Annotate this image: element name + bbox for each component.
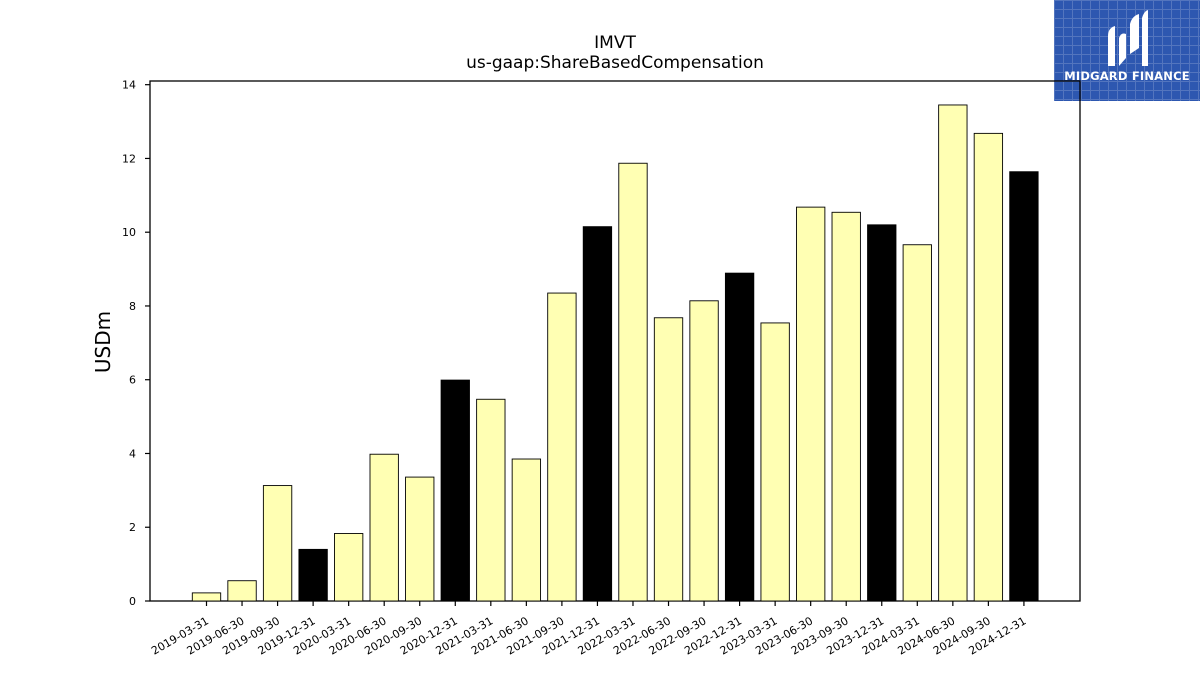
bar <box>902 244 932 602</box>
y-tick-label: 12 <box>122 152 136 165</box>
y-axis-label: USDm <box>91 311 115 373</box>
bar <box>476 398 506 602</box>
bar <box>653 317 684 602</box>
bar <box>760 322 790 602</box>
bar <box>191 592 222 602</box>
chart-title: IMVT <box>594 33 636 53</box>
y-tick-label: 8 <box>129 300 136 313</box>
bar <box>796 206 826 602</box>
y-tick-label: 10 <box>122 226 136 239</box>
bar <box>334 533 364 602</box>
y-tick-label: 2 <box>129 521 136 534</box>
y-axis: 0 2 4 6 8 10 12 14 <box>122 79 150 608</box>
bar <box>298 548 328 602</box>
bar <box>938 104 968 602</box>
bar <box>831 211 861 602</box>
midgard-logo-icon <box>1108 10 1148 66</box>
bar <box>547 292 577 602</box>
bar <box>689 300 719 602</box>
y-tick-label: 0 <box>129 595 136 608</box>
chart-subtitle: us-gaap:ShareBasedCompensation <box>466 53 764 73</box>
bar <box>867 224 897 602</box>
plot-frame <box>149 80 1081 602</box>
bar <box>582 226 613 602</box>
y-tick-label: 4 <box>129 447 136 460</box>
logo-grid-pattern <box>1054 0 1200 101</box>
y-tick-label: 6 <box>129 374 136 387</box>
bar <box>227 580 257 602</box>
brand-logo: MIDGARD FINANCE <box>1054 0 1200 101</box>
x-axis: 2019-03-312019-06-302019-09-302019-12-31… <box>149 601 1028 658</box>
bars <box>191 104 1039 602</box>
bar <box>511 458 542 602</box>
y-tick-label: 14 <box>122 79 136 92</box>
bar <box>440 379 470 602</box>
bar <box>405 476 435 602</box>
bar <box>369 453 399 602</box>
bar <box>973 132 1004 602</box>
bar <box>724 272 755 602</box>
brand-name: MIDGARD FINANCE <box>1064 69 1190 83</box>
chart-title-block: IMVT us-gaap:ShareBasedCompensation <box>0 33 1200 73</box>
bar <box>262 485 293 602</box>
bar <box>618 162 648 602</box>
bar <box>1009 171 1039 602</box>
